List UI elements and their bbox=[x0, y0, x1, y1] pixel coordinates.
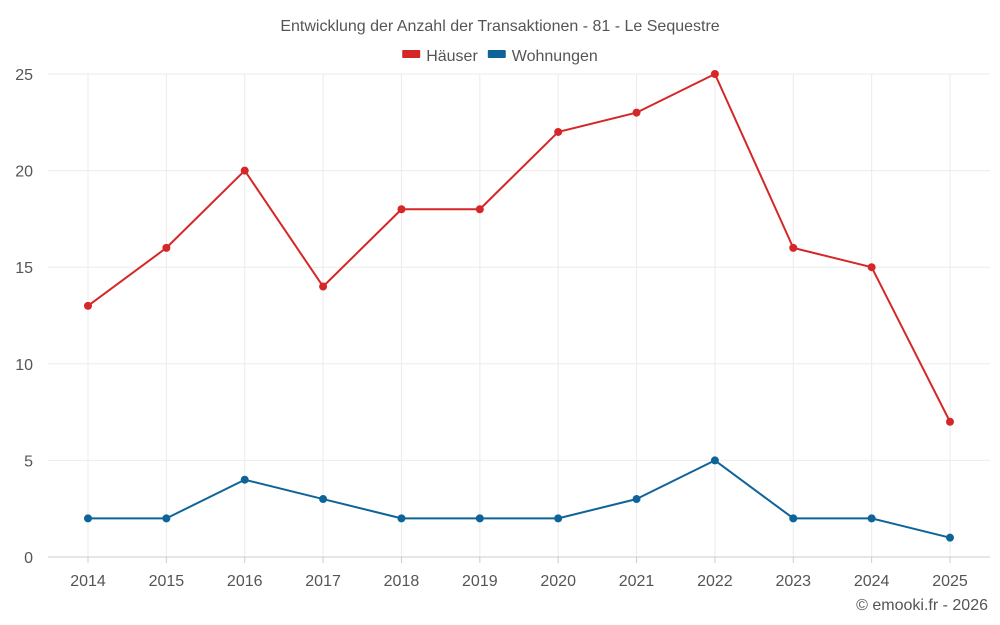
data-point-wohnungen-2017[interactable] bbox=[319, 495, 328, 504]
data-point-haeuser-2016[interactable] bbox=[240, 166, 249, 175]
y-tick-label: 0 bbox=[24, 550, 33, 567]
y-tick-label: 20 bbox=[15, 164, 33, 181]
legend-label: Häuser bbox=[426, 48, 478, 65]
series-wohnungen bbox=[84, 456, 954, 542]
x-tick-label: 2014 bbox=[70, 573, 106, 590]
y-tick-label: 15 bbox=[15, 260, 33, 277]
legend-swatch bbox=[487, 50, 506, 58]
data-point-haeuser-2022[interactable] bbox=[710, 70, 719, 78]
x-tick-label: 2020 bbox=[540, 573, 576, 590]
data-point-haeuser-2025[interactable] bbox=[946, 417, 954, 426]
x-axis: 2014 2015 2016 2017 2018 2019 2020 2021 2022 2023… bbox=[48, 556, 990, 590]
x-tick-label: 2022 bbox=[697, 573, 733, 590]
legend-item-wohnungen[interactable]: Wohnungen bbox=[487, 48, 598, 65]
x-tick-label: 2016 bbox=[227, 573, 263, 590]
x-tick-label: 2021 bbox=[619, 573, 655, 590]
data-point-wohnungen-2020[interactable] bbox=[554, 514, 563, 523]
credit-text: © emooki.fr - 2026 bbox=[856, 597, 988, 614]
data-point-wohnungen-2025[interactable] bbox=[946, 533, 954, 542]
legend-swatch bbox=[402, 50, 421, 58]
data-point-haeuser-2017[interactable] bbox=[319, 282, 328, 291]
series-line-wohnungen bbox=[88, 459, 951, 539]
data-point-haeuser-2024[interactable] bbox=[867, 263, 876, 272]
data-point-haeuser-2021[interactable] bbox=[632, 108, 641, 117]
x-tick-label: 2017 bbox=[305, 573, 341, 590]
data-point-haeuser-2023[interactable] bbox=[789, 243, 798, 252]
data-point-haeuser-2014[interactable] bbox=[84, 301, 92, 310]
data-point-wohnungen-2015[interactable] bbox=[162, 514, 171, 523]
data-point-haeuser-2019[interactable] bbox=[475, 205, 484, 214]
x-tick-label: 2024 bbox=[854, 573, 890, 590]
x-tick-label: 2015 bbox=[149, 573, 185, 590]
x-tick-label: 2023 bbox=[775, 573, 811, 590]
y-tick-label: 10 bbox=[15, 357, 33, 374]
legend: Häuser Wohnungen bbox=[402, 48, 598, 65]
chart-title: Entwicklung der Anzahl der Transaktionen… bbox=[280, 18, 719, 35]
x-tick-label: 2018 bbox=[384, 573, 420, 590]
x-tick-label: 2019 bbox=[462, 573, 498, 590]
series-haeuser bbox=[84, 70, 954, 426]
y-axis: 0 5 10 15 20 25 bbox=[15, 67, 33, 567]
data-point-wohnungen-2016[interactable] bbox=[240, 475, 249, 484]
x-tick-label: 2025 bbox=[932, 573, 968, 590]
data-point-wohnungen-2014[interactable] bbox=[84, 514, 92, 523]
data-point-wohnungen-2023[interactable] bbox=[789, 514, 798, 523]
legend-label: Wohnungen bbox=[512, 48, 598, 65]
data-point-haeuser-2018[interactable] bbox=[397, 205, 406, 214]
data-point-wohnungen-2022[interactable] bbox=[710, 456, 719, 465]
y-tick-label: 5 bbox=[24, 453, 33, 470]
data-point-haeuser-2020[interactable] bbox=[554, 127, 563, 136]
data-point-wohnungen-2021[interactable] bbox=[632, 495, 641, 504]
y-tick-label: 25 bbox=[15, 67, 33, 84]
series-group bbox=[84, 70, 954, 542]
data-point-wohnungen-2019[interactable] bbox=[475, 514, 484, 523]
series-line-haeuser bbox=[87, 73, 951, 423]
data-point-wohnungen-2018[interactable] bbox=[397, 514, 406, 523]
data-point-wohnungen-2024[interactable] bbox=[867, 514, 876, 523]
legend-item-haeuser[interactable]: Häuser bbox=[402, 48, 478, 65]
data-point-haeuser-2015[interactable] bbox=[162, 243, 171, 252]
grid bbox=[48, 73, 990, 557]
